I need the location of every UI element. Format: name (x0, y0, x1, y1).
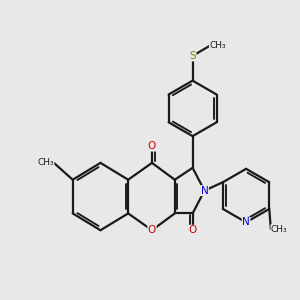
Text: S: S (189, 51, 196, 61)
Text: O: O (148, 141, 156, 151)
Text: N: N (242, 217, 250, 227)
Text: CH₃: CH₃ (209, 41, 226, 50)
Text: CH₃: CH₃ (271, 225, 287, 234)
Text: O: O (148, 225, 156, 235)
Text: N: N (201, 186, 208, 196)
Text: CH₃: CH₃ (37, 158, 54, 167)
Text: O: O (188, 225, 197, 235)
